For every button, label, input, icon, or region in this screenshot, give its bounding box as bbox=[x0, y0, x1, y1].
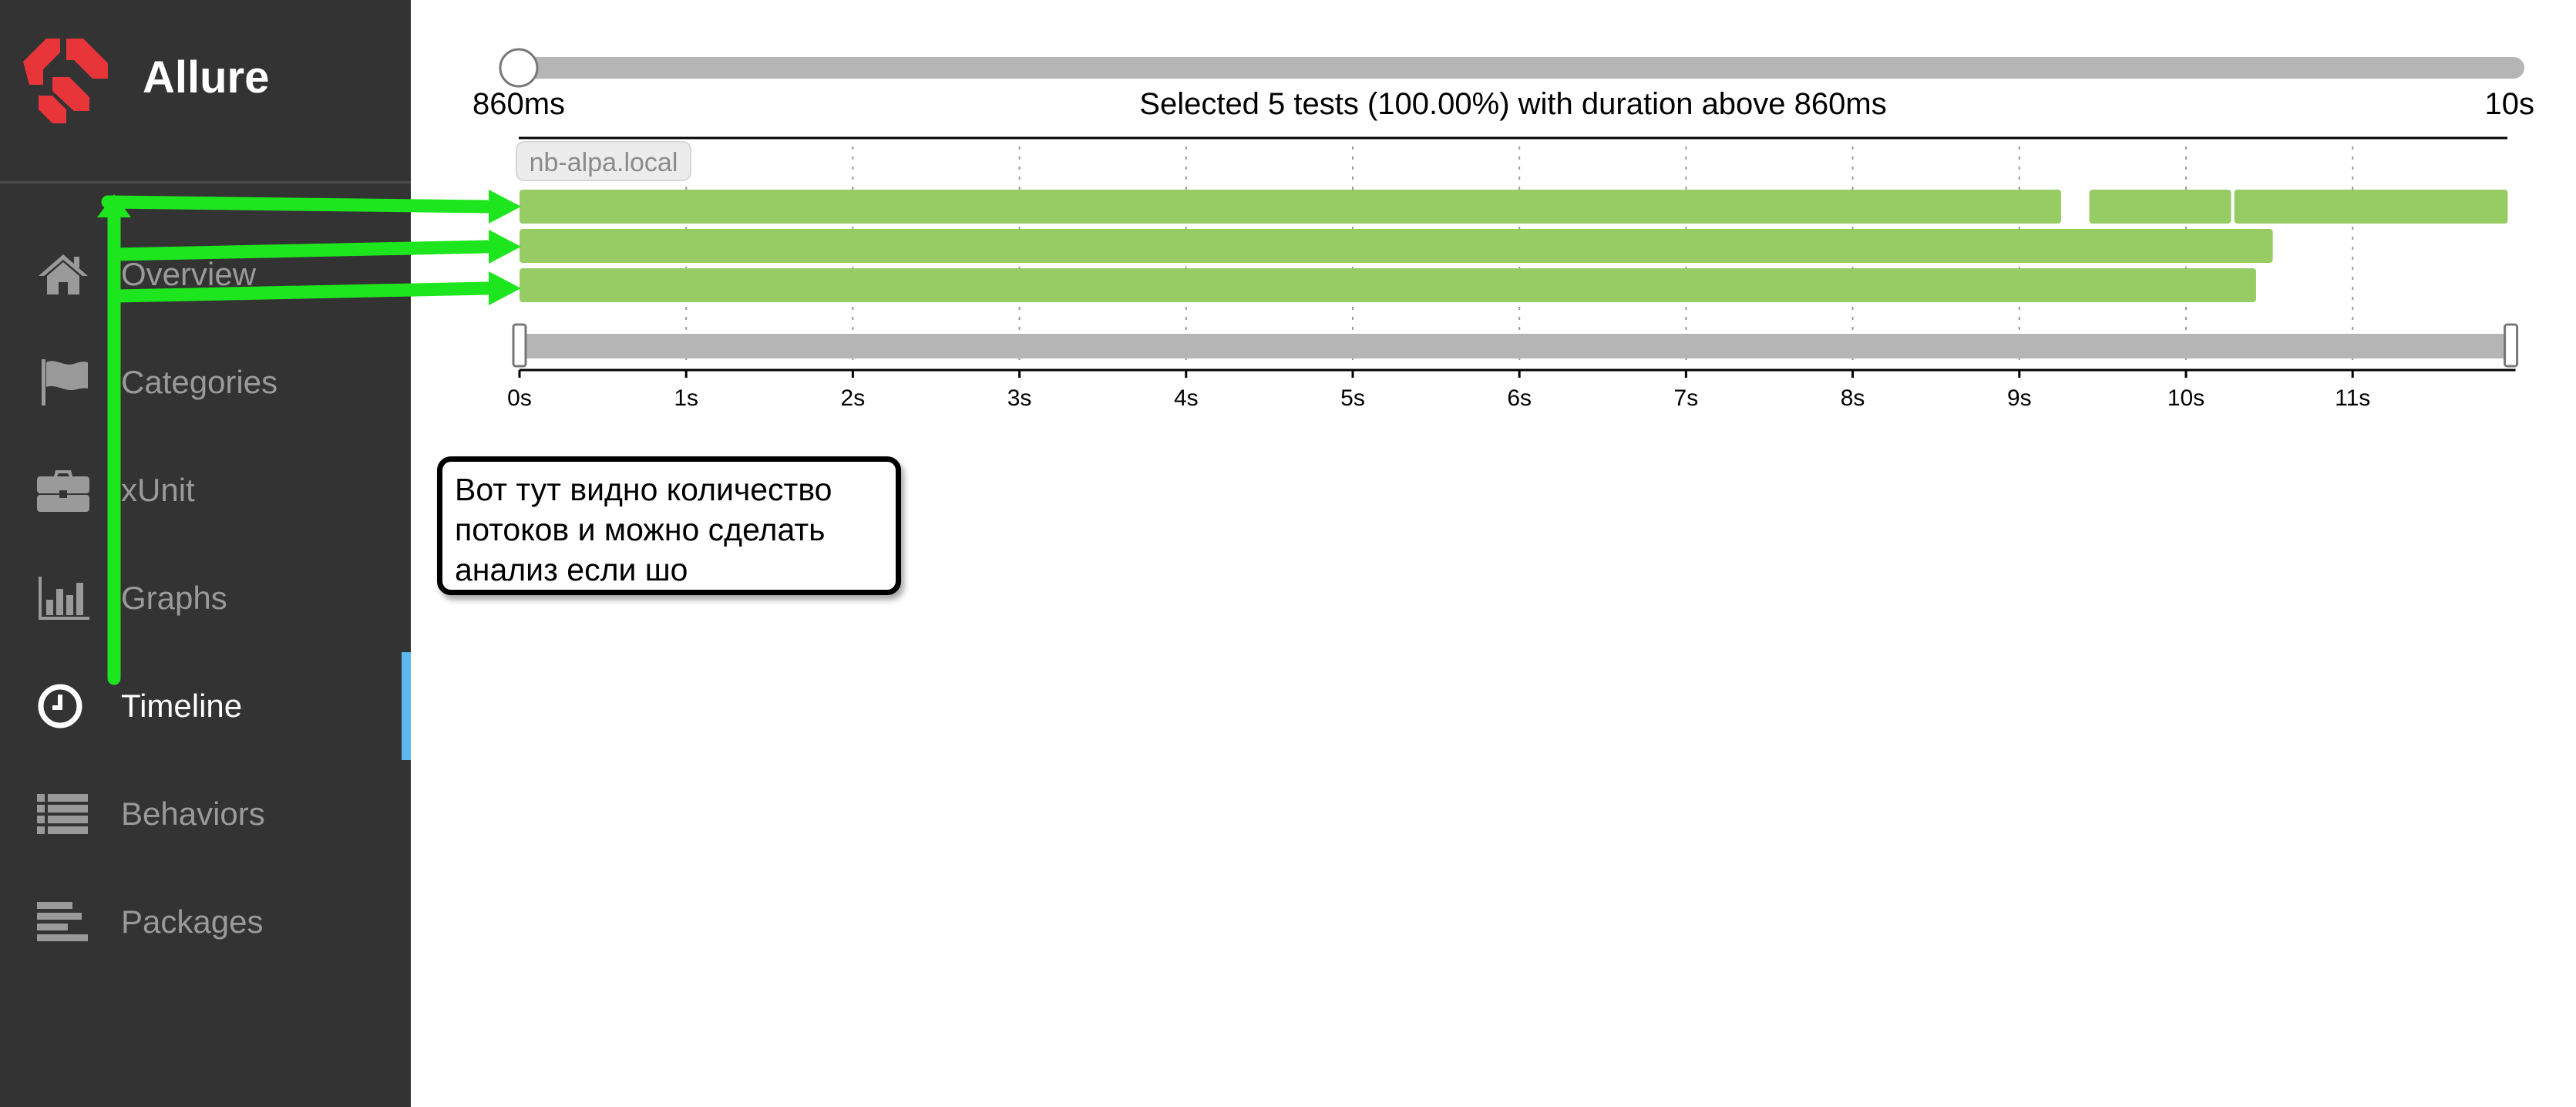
time-axis-label: 10s bbox=[2167, 385, 2204, 411]
test-bar[interactable] bbox=[520, 190, 2062, 224]
test-bar[interactable] bbox=[2089, 190, 2231, 224]
time-axis-label: 4s bbox=[1174, 385, 1199, 411]
duration-summary: Selected 5 tests (100.00%) with duration… bbox=[1139, 87, 1886, 121]
time-axis-label: 8s bbox=[1841, 385, 1865, 411]
nav-item-categories[interactable]: Categories bbox=[0, 328, 411, 436]
time-axis-label: 11s bbox=[2335, 385, 2370, 411]
nav-label: Overview bbox=[121, 256, 257, 292]
nav-label: Categories bbox=[121, 364, 278, 400]
nav-item-behaviors[interactable]: Behaviors bbox=[0, 760, 411, 868]
annotation-line: Вот тут видно количество bbox=[455, 472, 832, 507]
host-badge bbox=[516, 141, 691, 181]
nav-label: xUnit bbox=[121, 472, 195, 508]
time-axis-label: 1s bbox=[674, 385, 698, 411]
test-bar[interactable] bbox=[2234, 190, 2508, 224]
time-axis-label: 5s bbox=[1340, 385, 1365, 411]
nav-item-graphs[interactable]: Graphs bbox=[0, 544, 411, 652]
time-axis-label: 9s bbox=[2007, 385, 2032, 411]
home-icon bbox=[35, 250, 91, 299]
annotation-line: потоков и можно сделать bbox=[455, 512, 826, 547]
sidebar: Allure Overview Categories bbox=[0, 0, 411, 1107]
host-label: nb-alpa.local bbox=[530, 148, 678, 177]
test-bar[interactable] bbox=[520, 268, 2256, 302]
time-axis-label: 2s bbox=[841, 385, 866, 411]
align-left-icon bbox=[35, 897, 91, 947]
annotation-callout: Вот тут видно количество потоков и можно… bbox=[437, 456, 901, 595]
nav-item-overview[interactable]: Overview bbox=[0, 220, 411, 328]
time-axis-label: 6s bbox=[1507, 385, 1532, 411]
range-brush-track[interactable] bbox=[520, 334, 2511, 358]
duration-slider-handle[interactable] bbox=[499, 48, 539, 88]
nav-label: Behaviors bbox=[121, 796, 265, 832]
range-brush-handle-left[interactable] bbox=[512, 323, 527, 368]
test-bar[interactable] bbox=[520, 229, 2273, 263]
nav-label: Graphs bbox=[121, 580, 227, 616]
flag-icon bbox=[35, 358, 91, 407]
nav-item-packages[interactable]: Packages bbox=[0, 868, 411, 976]
duration-min-label: 860ms bbox=[472, 87, 565, 121]
time-axis-label: 0s bbox=[507, 385, 532, 411]
timeline-panel: 860ms Selected 5 tests (100.00%) with dur… bbox=[472, 48, 2535, 411]
app-name: Allure bbox=[143, 52, 270, 103]
brand-header[interactable]: Allure bbox=[0, 0, 411, 183]
range-brush-handle-right[interactable] bbox=[2504, 323, 2519, 368]
allure-logo-icon bbox=[23, 39, 108, 123]
nav-item-timeline[interactable]: Timeline bbox=[0, 652, 411, 760]
list-icon bbox=[35, 789, 91, 839]
nav-label: Timeline bbox=[121, 688, 243, 724]
active-indicator bbox=[402, 652, 411, 760]
time-axis-label: 7s bbox=[1674, 385, 1699, 411]
bar-chart-icon bbox=[35, 574, 91, 623]
time-axis-label: 3s bbox=[1007, 385, 1032, 411]
duration-max-label: 10s bbox=[2485, 87, 2535, 121]
clock-icon bbox=[35, 681, 91, 731]
annotation-line: анализ если шо bbox=[455, 552, 688, 587]
nav-item-xunit[interactable]: xUnit bbox=[0, 436, 411, 544]
briefcase-icon bbox=[35, 466, 91, 515]
nav-label: Packages bbox=[121, 903, 264, 940]
